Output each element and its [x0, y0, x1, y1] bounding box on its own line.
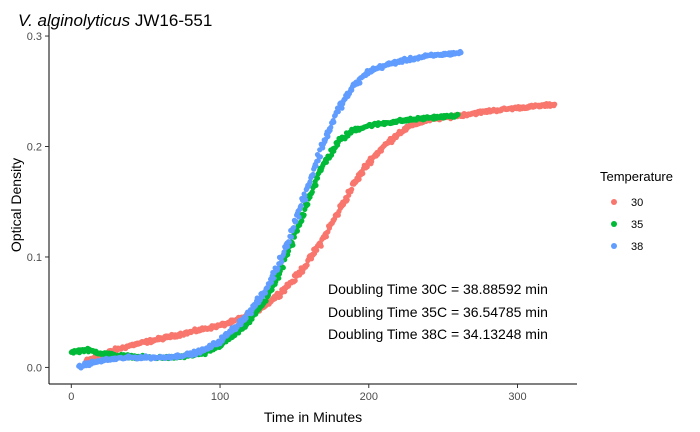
data-point	[279, 259, 285, 265]
data-point	[301, 212, 307, 218]
data-point	[360, 170, 366, 177]
data-point	[288, 234, 294, 240]
legend-label-35: 35	[631, 219, 643, 231]
data-point	[268, 279, 274, 285]
y-axis-title: Optical Density	[8, 158, 24, 252]
series-30	[83, 101, 558, 364]
data-point	[305, 201, 311, 208]
data-point	[344, 197, 350, 203]
legend-key-38	[611, 243, 617, 249]
x-tick-label: 300	[508, 391, 526, 403]
data-point	[291, 225, 297, 231]
data-point	[296, 214, 302, 220]
data-point	[307, 179, 313, 185]
data-point	[269, 287, 275, 293]
chart-title-italic: V. alginolyticus	[18, 11, 131, 30]
axis-ticks: 0 100 200 300 0.0 0.1 0.2 0.3	[27, 31, 527, 403]
data-point	[292, 278, 298, 284]
x-tick-label: 100	[211, 391, 229, 403]
data-point	[318, 243, 324, 249]
data-point	[313, 163, 319, 169]
data-point	[458, 50, 464, 56]
data-point	[263, 298, 269, 304]
data-point	[310, 171, 316, 178]
data-point	[276, 275, 282, 281]
data-point	[275, 265, 281, 271]
x-axis-title: Time in Minutes	[264, 409, 362, 425]
data-point	[290, 242, 296, 248]
annotation-doubling-35: Doubling Time 35C = 36.54785 min	[328, 304, 548, 320]
data-point	[314, 247, 320, 253]
data-point	[282, 289, 288, 295]
data-point	[328, 124, 334, 130]
data-point	[335, 109, 341, 115]
annotation-doubling-30: Doubling Time 30C = 38.88592 min	[328, 281, 548, 297]
annotation-doubling-38: Doubling Time 38C = 34.13248 min	[328, 326, 548, 342]
series-38	[76, 48, 464, 371]
x-tick-label: 200	[360, 391, 378, 403]
data-point	[303, 197, 309, 203]
data-point	[357, 80, 363, 86]
data-point	[304, 262, 310, 268]
data-point	[349, 186, 355, 192]
data-point	[339, 105, 345, 111]
data-point	[262, 290, 268, 296]
y-tick-label: 0.1	[27, 252, 42, 264]
data-point	[313, 182, 319, 188]
legend-title: Temperature	[600, 169, 673, 184]
data-point	[455, 111, 461, 118]
data-point	[280, 265, 286, 271]
data-point	[285, 243, 291, 250]
data-point	[271, 275, 277, 281]
data-point	[309, 189, 315, 195]
data-point	[298, 203, 304, 209]
legend-key-30	[611, 199, 617, 205]
y-tick-label: 0.2	[27, 142, 42, 154]
legend-label-30: 30	[631, 197, 643, 209]
data-point	[325, 133, 331, 140]
chart-title: V. alginolyticus JW16-551	[18, 11, 212, 30]
y-tick-label: 0.0	[27, 362, 42, 374]
legend: Temperature 30 35 38	[600, 169, 673, 253]
series-35	[68, 111, 461, 362]
data-point	[323, 234, 329, 240]
data-point	[317, 154, 323, 160]
data-point	[552, 101, 558, 107]
data-point	[293, 218, 299, 225]
data-point	[294, 228, 300, 234]
data-point	[286, 239, 292, 245]
x-tick-label: 0	[68, 391, 74, 403]
y-tick-label: 0.3	[27, 31, 42, 43]
chart-title-rest: JW16-551	[130, 11, 212, 30]
data-point	[299, 218, 305, 224]
data-point	[281, 249, 287, 255]
data-point	[314, 175, 321, 181]
data-point	[315, 158, 321, 164]
data-point	[331, 119, 337, 125]
legend-key-35	[611, 221, 617, 227]
legend-label-38: 38	[631, 241, 643, 253]
data-point	[356, 176, 362, 182]
data-points	[68, 48, 558, 371]
